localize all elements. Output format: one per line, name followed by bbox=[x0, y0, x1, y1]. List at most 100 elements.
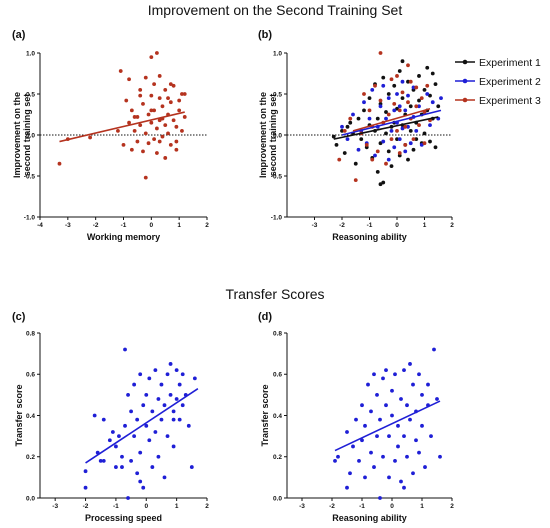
x-tick-label: 0 bbox=[395, 222, 399, 229]
data-point bbox=[414, 137, 419, 142]
data-point bbox=[127, 77, 131, 82]
x-axis-title: Reasoning ability bbox=[332, 513, 407, 523]
data-point bbox=[114, 444, 118, 449]
x-tick-label: 1 bbox=[177, 222, 181, 229]
y-tick-label: 1.0 bbox=[26, 50, 35, 57]
trend-line bbox=[59, 111, 185, 143]
data-point bbox=[387, 434, 391, 439]
data-point bbox=[117, 434, 121, 439]
data-point bbox=[392, 83, 397, 88]
data-point bbox=[348, 471, 352, 476]
data-point bbox=[367, 108, 372, 113]
data-point bbox=[162, 475, 167, 480]
data-point bbox=[428, 139, 432, 144]
data-point bbox=[152, 108, 157, 113]
data-point bbox=[345, 430, 349, 434]
data-point bbox=[396, 444, 400, 449]
data-point bbox=[348, 116, 353, 121]
y-tick-label: 0.8 bbox=[26, 330, 35, 337]
series-data bbox=[333, 347, 442, 500]
data-point bbox=[101, 458, 106, 463]
data-point bbox=[420, 423, 424, 428]
data-point bbox=[168, 82, 173, 87]
data-point bbox=[389, 77, 394, 82]
data-point bbox=[141, 101, 145, 106]
data-point bbox=[406, 63, 410, 68]
data-point bbox=[419, 142, 424, 147]
data-point bbox=[192, 376, 197, 381]
data-point bbox=[135, 471, 140, 476]
data-point bbox=[337, 157, 342, 162]
data-point bbox=[147, 438, 152, 443]
data-point bbox=[155, 151, 159, 155]
data-point bbox=[411, 147, 416, 152]
data-point bbox=[160, 104, 165, 109]
data-point bbox=[402, 485, 406, 490]
legend: Experiment 1 Experiment 2 Experiment 3 bbox=[455, 57, 541, 107]
data-point bbox=[375, 434, 379, 439]
data-point bbox=[375, 149, 380, 154]
data-point bbox=[373, 83, 377, 88]
data-point bbox=[369, 409, 373, 414]
x-tick-label: -2 bbox=[93, 222, 99, 229]
data-point bbox=[363, 475, 367, 480]
data-point bbox=[430, 71, 435, 76]
data-point bbox=[156, 454, 161, 459]
data-point bbox=[353, 178, 358, 183]
data-point bbox=[386, 92, 391, 96]
y-tick-label: 0.5 bbox=[273, 91, 282, 98]
y-tick-label: 0.4 bbox=[26, 413, 35, 420]
data-point bbox=[400, 96, 405, 100]
data-point bbox=[132, 382, 137, 387]
data-point bbox=[174, 139, 179, 144]
data-point bbox=[129, 147, 134, 152]
data-point bbox=[138, 479, 143, 484]
series-experiment-3 bbox=[57, 51, 187, 180]
data-point bbox=[166, 96, 170, 100]
trend-line bbox=[341, 109, 442, 136]
y-tick-label: 0.0 bbox=[273, 132, 282, 139]
data-point bbox=[387, 475, 391, 480]
data-point bbox=[168, 362, 173, 366]
data-point bbox=[336, 454, 340, 459]
data-point bbox=[334, 142, 339, 147]
x-tick-label: -3 bbox=[312, 222, 318, 229]
data-point bbox=[393, 372, 397, 377]
data-point bbox=[438, 454, 442, 459]
data-point bbox=[411, 471, 415, 476]
data-point bbox=[384, 110, 388, 114]
data-point bbox=[149, 108, 154, 113]
data-point bbox=[417, 372, 421, 377]
y-tick-label: -1.0 bbox=[271, 214, 283, 221]
data-point bbox=[174, 147, 179, 152]
data-point bbox=[406, 79, 410, 84]
legend-label: Experiment 1 bbox=[479, 57, 541, 69]
x-axis-title: Reasoning ability bbox=[332, 232, 407, 242]
data-point bbox=[381, 139, 386, 144]
data-point bbox=[389, 129, 394, 133]
data-point bbox=[159, 417, 164, 422]
y-axis-title: Transfer score bbox=[14, 384, 24, 446]
data-point bbox=[414, 438, 418, 443]
data-point bbox=[369, 450, 373, 455]
data-point bbox=[146, 112, 151, 117]
y-axis-title: Transfer score bbox=[260, 384, 270, 446]
data-point bbox=[426, 382, 430, 387]
data-point bbox=[138, 88, 143, 92]
data-point bbox=[375, 170, 380, 174]
legend-item-experiment-3: Experiment 3 bbox=[455, 95, 541, 107]
data-point bbox=[120, 454, 124, 459]
section-title-improvement: Improvement on the Second Training Set bbox=[148, 2, 403, 18]
data-point bbox=[417, 104, 421, 109]
data-point bbox=[135, 115, 140, 119]
data-point bbox=[422, 131, 427, 136]
data-point bbox=[342, 129, 347, 133]
data-point bbox=[138, 123, 143, 128]
data-point bbox=[340, 124, 344, 129]
data-point bbox=[405, 454, 409, 459]
data-point bbox=[395, 137, 399, 142]
data-point bbox=[402, 434, 406, 439]
data-point bbox=[354, 417, 358, 422]
data-point bbox=[372, 372, 376, 377]
